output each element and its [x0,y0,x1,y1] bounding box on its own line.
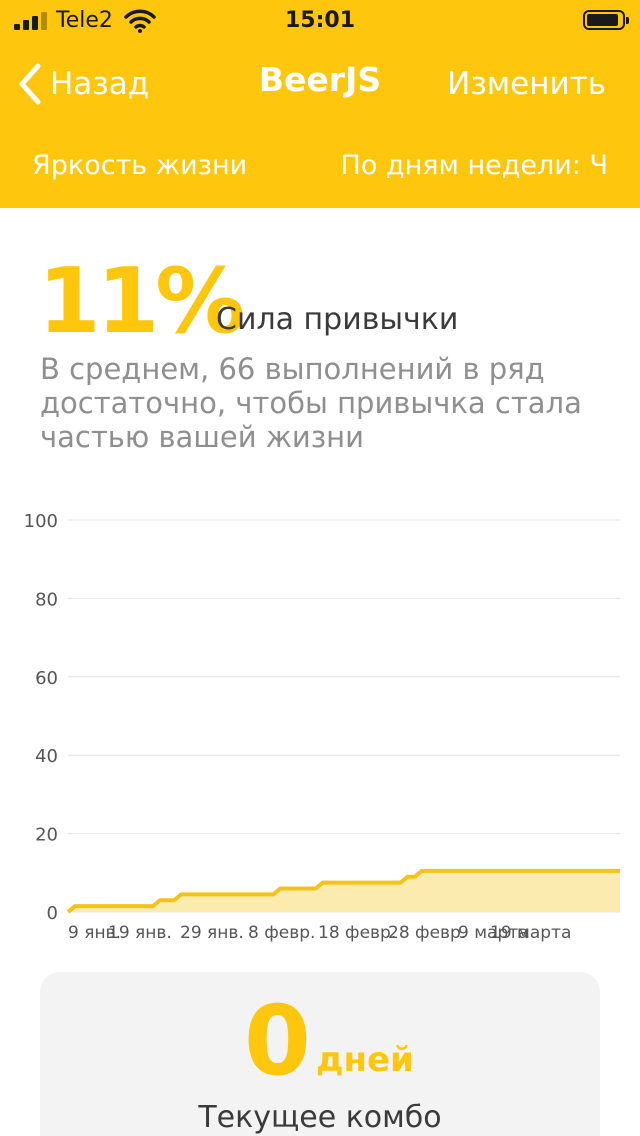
status-time: 15:01 [284,8,356,33]
y-tick-label: 100 [24,511,58,532]
x-tick-label: 9 марта [458,923,529,943]
y-tick-label: 20 [35,825,58,846]
y-tick-label: 60 [35,668,58,689]
y-tick-label: 0 [47,903,58,924]
combo-card: 0 дней Текущее комбо [40,972,600,1136]
x-tick-label: 19 янв. [108,923,172,943]
battery-icon [583,10,629,30]
habit-schedule: По дням недели: Ч [340,150,608,181]
x-tick-label: 18 февр. [318,923,396,943]
combo-value: 0 [244,985,311,1097]
status-bar: Tele2 15:01 [0,0,640,44]
x-tick-label: 9 янв. [68,923,121,943]
strength-percent: 11% [38,249,245,354]
back-label: Назад [50,66,150,102]
back-button[interactable]: Назад [16,60,149,108]
habit-category: Яркость жизни [32,150,248,181]
x-tick-label: 29 янв. [180,923,244,943]
strength-description: В среднем, 66 выполнений в ряд достаточн… [40,352,582,454]
chevron-left-icon [19,63,41,105]
y-tick-label: 80 [35,589,58,610]
area-fill [68,870,620,912]
y-tick-label: 40 [35,746,58,767]
signal-icon [14,12,48,30]
series-line [66,868,620,914]
x-tick-label: 19 марта [490,923,571,943]
header: Tele2 15:01 Назад BeerJS Изменить Яркост… [0,0,640,208]
x-tick-label: 28 февр. [388,923,466,943]
combo-label: Текущее комбо [198,1100,442,1135]
x-tick-label: 8 февр. [248,923,315,943]
edit-button[interactable]: Изменить [447,66,606,102]
strength-label: Сила привычки [216,302,459,337]
wifi-icon [124,9,156,33]
carrier-name: Tele2 [56,8,113,33]
combo-unit: дней [316,1040,414,1080]
